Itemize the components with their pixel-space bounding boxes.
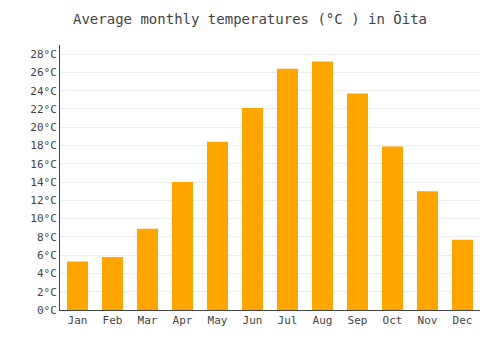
svg-text:Jul: Jul [278,314,298,327]
svg-text:Apr: Apr [173,314,193,327]
svg-text:Oct: Oct [383,314,403,327]
svg-text:8°C: 8°C [37,231,57,244]
svg-text:2°C: 2°C [37,286,57,299]
svg-text:28°C: 28°C [30,48,57,61]
svg-text:Nov: Nov [418,314,438,327]
svg-text:4°C: 4°C [37,267,57,280]
svg-text:24°C: 24°C [30,85,57,98]
svg-text:Aug: Aug [313,314,333,327]
svg-text:Dec: Dec [453,314,473,327]
svg-text:6°C: 6°C [37,249,57,262]
svg-text:Sep: Sep [348,314,368,327]
svg-text:Average monthly temperatures (: Average monthly temperatures (°C ) in Ōi… [73,11,427,27]
svg-text:16°C: 16°C [30,158,57,171]
svg-text:Jan: Jan [68,314,88,327]
svg-text:14°C: 14°C [30,176,57,189]
svg-text:Feb: Feb [103,314,123,327]
svg-text:Mar: Mar [138,314,158,327]
svg-text:20°C: 20°C [30,121,57,134]
svg-text:26°C: 26°C [30,66,57,79]
svg-text:22°C: 22°C [30,103,57,116]
svg-text:12°C: 12°C [30,194,57,207]
svg-text:10°C: 10°C [30,212,57,225]
svg-text:Jun: Jun [243,314,263,327]
svg-text:0°C: 0°C [37,304,57,317]
svg-text:May: May [208,314,228,327]
svg-text:18°C: 18°C [30,139,57,152]
